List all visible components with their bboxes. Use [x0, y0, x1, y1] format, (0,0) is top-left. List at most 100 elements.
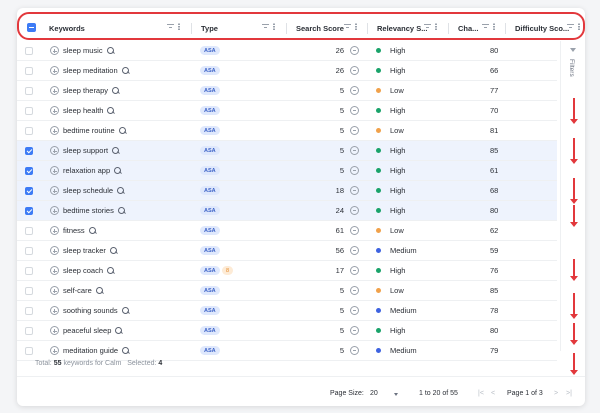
score-detail-icon[interactable] [350, 266, 359, 275]
filter-icon[interactable] [424, 23, 431, 29]
table-row[interactable]: sleep music ASA 26 High 80 [17, 41, 557, 61]
score-detail-icon[interactable] [350, 166, 359, 175]
search-icon[interactable] [88, 226, 97, 235]
add-keyword-icon[interactable] [50, 166, 59, 175]
last-page-icon[interactable]: >| [566, 390, 572, 397]
page-size-value[interactable]: 20 [370, 390, 378, 397]
row-checkbox[interactable] [25, 307, 33, 315]
score-detail-icon[interactable] [350, 46, 359, 55]
column-divider[interactable] [191, 23, 192, 34]
search-icon[interactable] [115, 326, 123, 335]
add-keyword-icon[interactable] [50, 66, 59, 75]
row-checkbox[interactable] [25, 147, 33, 155]
row-checkbox[interactable] [25, 127, 33, 135]
add-keyword-icon[interactable] [50, 126, 59, 135]
add-keyword-icon[interactable] [50, 246, 59, 255]
score-detail-icon[interactable] [350, 346, 359, 355]
row-checkbox[interactable] [25, 107, 33, 115]
score-detail-icon[interactable] [350, 86, 359, 95]
column-menu-icon[interactable] [178, 23, 180, 30]
filter-icon[interactable] [262, 23, 269, 29]
column-menu-icon[interactable] [435, 23, 437, 30]
score-detail-icon[interactable] [350, 326, 359, 335]
search-icon[interactable] [107, 106, 115, 115]
column-header-search-score[interactable]: Search Score [296, 23, 344, 33]
column-divider[interactable] [505, 23, 506, 34]
row-checkbox[interactable] [25, 47, 33, 55]
row-checkbox[interactable] [25, 207, 33, 215]
select-all-checkbox[interactable] [27, 23, 36, 32]
column-header-type[interactable]: Type [201, 23, 218, 33]
add-keyword-icon[interactable] [50, 146, 59, 155]
column-divider[interactable] [286, 23, 287, 34]
score-detail-icon[interactable] [350, 186, 359, 195]
row-checkbox[interactable] [25, 247, 33, 255]
add-keyword-icon[interactable] [50, 266, 59, 275]
score-detail-icon[interactable] [350, 106, 359, 115]
row-checkbox[interactable] [25, 287, 33, 295]
add-keyword-icon[interactable] [50, 86, 59, 95]
search-icon[interactable] [117, 186, 125, 195]
add-keyword-icon[interactable] [50, 286, 59, 295]
search-icon[interactable] [122, 346, 130, 355]
search-icon[interactable] [112, 146, 120, 155]
filter-icon[interactable] [567, 23, 574, 29]
first-page-icon[interactable]: |< [478, 390, 484, 397]
table-row[interactable]: soothing sounds ASA 5 Medium 78 [17, 301, 557, 321]
score-detail-icon[interactable] [350, 206, 359, 215]
score-detail-icon[interactable] [350, 66, 359, 75]
column-divider[interactable] [448, 23, 449, 34]
search-icon[interactable] [106, 46, 115, 55]
column-divider[interactable] [367, 23, 368, 34]
table-row[interactable]: fitness ASA 61 Low 62 [17, 221, 557, 241]
add-keyword-icon[interactable] [50, 306, 59, 315]
add-keyword-icon[interactable] [50, 46, 59, 55]
column-menu-icon[interactable] [355, 23, 357, 30]
search-icon[interactable] [121, 66, 130, 75]
chevron-down-icon[interactable] [394, 393, 398, 396]
score-detail-icon[interactable] [350, 286, 359, 295]
table-row[interactable]: sleep support ASA 5 High 85 [17, 141, 557, 161]
search-icon[interactable] [121, 306, 130, 315]
table-row[interactable]: sleep coach ASA 8 17 High 76 [17, 261, 557, 281]
score-detail-icon[interactable] [350, 246, 359, 255]
row-checkbox[interactable] [25, 87, 33, 95]
add-keyword-icon[interactable] [50, 326, 59, 335]
score-detail-icon[interactable] [350, 126, 359, 135]
column-menu-icon[interactable] [273, 23, 275, 30]
search-icon[interactable] [112, 86, 120, 95]
add-keyword-icon[interactable] [50, 186, 59, 195]
filters-side-panel[interactable]: Filters [560, 41, 585, 375]
score-detail-icon[interactable] [350, 226, 359, 235]
add-keyword-icon[interactable] [50, 226, 59, 235]
row-checkbox[interactable] [25, 327, 33, 335]
row-checkbox[interactable] [25, 167, 33, 175]
add-keyword-icon[interactable] [50, 106, 59, 115]
search-icon[interactable] [109, 246, 118, 255]
table-row[interactable]: bedtime routine ASA 5 Low 81 [17, 121, 557, 141]
row-checkbox[interactable] [25, 187, 33, 195]
score-detail-icon[interactable] [350, 146, 359, 155]
table-row[interactable]: meditation guide ASA 5 Medium 79 [17, 341, 557, 361]
row-checkbox[interactable] [25, 347, 33, 355]
table-row[interactable]: peaceful sleep ASA 5 High 80 [17, 321, 557, 341]
score-detail-icon[interactable] [350, 306, 359, 315]
search-icon[interactable] [114, 166, 122, 175]
column-header-change[interactable]: Cha... [458, 23, 479, 33]
search-icon[interactable] [107, 266, 115, 275]
search-icon[interactable] [118, 126, 127, 135]
prev-page-icon[interactable]: < [491, 390, 496, 397]
column-menu-icon[interactable] [578, 23, 580, 30]
search-icon[interactable] [117, 206, 126, 215]
filters-tab-label[interactable]: Filters [568, 59, 575, 77]
filter-icon[interactable] [167, 23, 174, 29]
row-checkbox[interactable] [25, 267, 33, 275]
table-row[interactable]: sleep meditation ASA 26 High 66 [17, 61, 557, 81]
search-icon[interactable] [95, 286, 104, 295]
column-menu-icon[interactable] [493, 23, 495, 30]
row-checkbox[interactable] [25, 227, 33, 235]
column-header-difficulty[interactable]: Difficulty Sco... [515, 23, 570, 33]
row-checkbox[interactable] [25, 67, 33, 75]
filter-icon[interactable] [482, 23, 489, 29]
add-keyword-icon[interactable] [50, 346, 59, 355]
